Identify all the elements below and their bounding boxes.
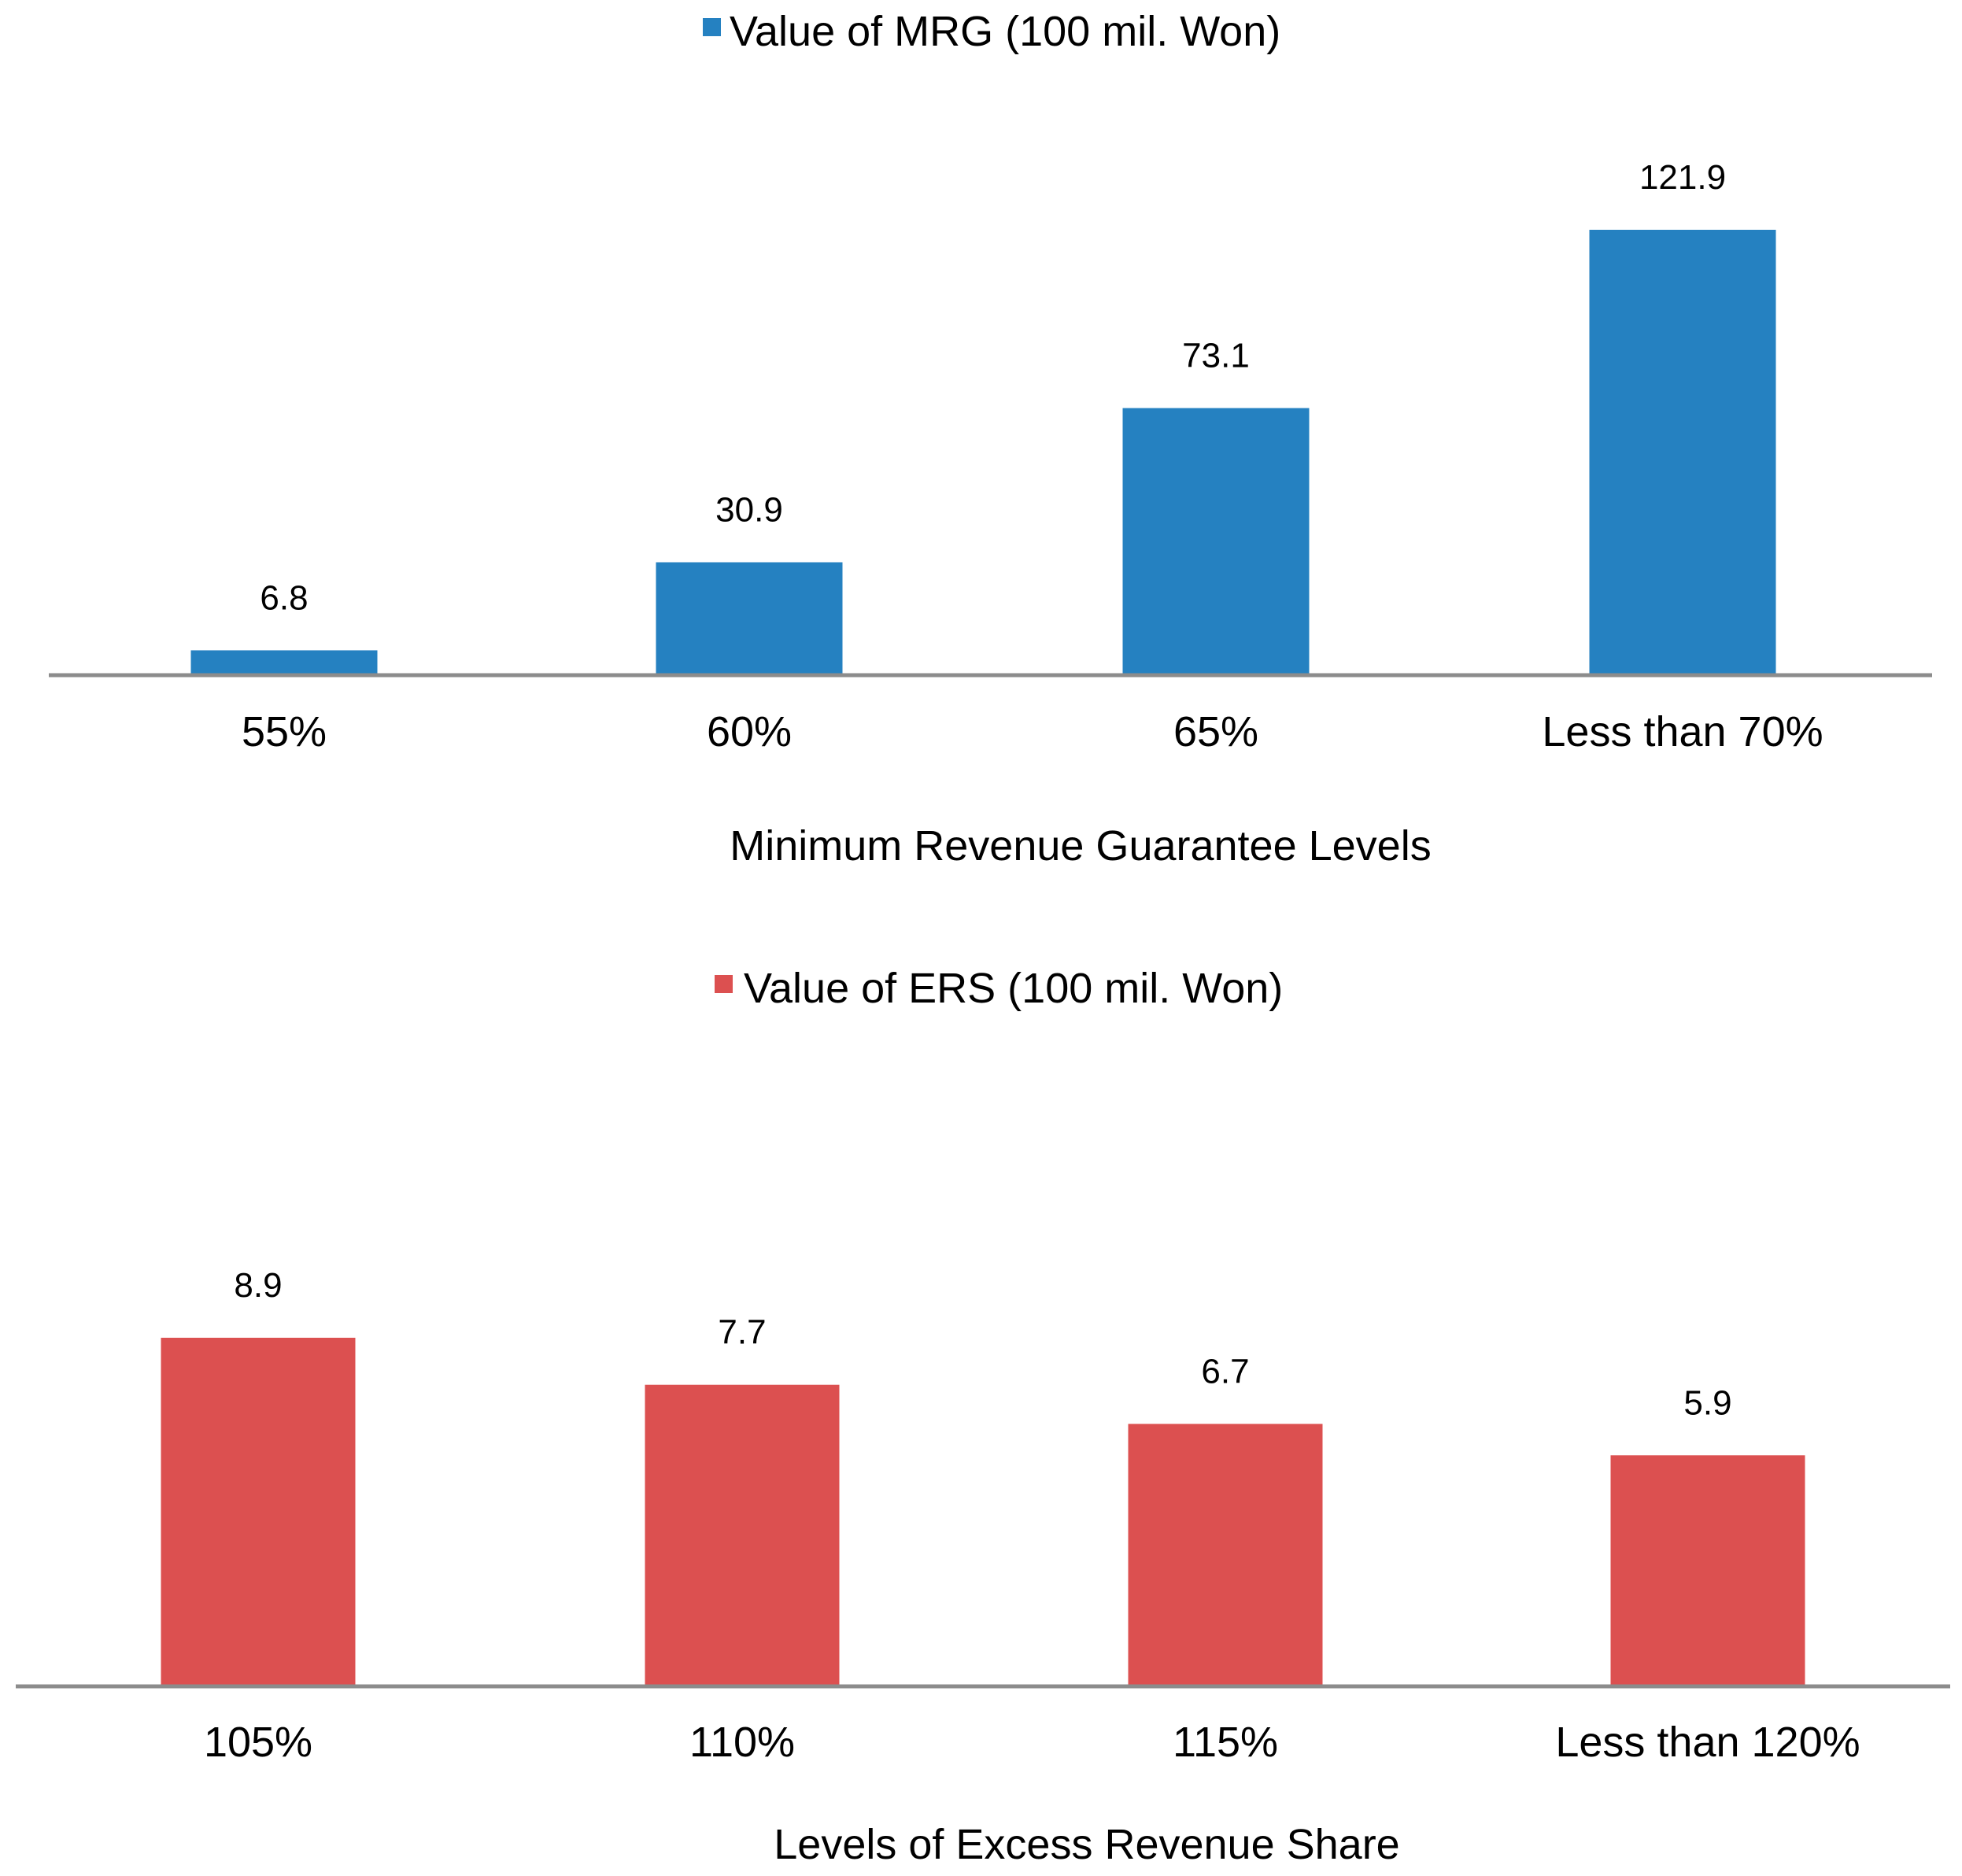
mrg-bar-4 (1589, 230, 1776, 675)
ers-bar-1 (161, 1338, 356, 1686)
ers-bar-3 (1128, 1424, 1323, 1686)
ers-tick-labels: 105% 110% 115% Less than 120% (204, 1719, 1860, 1766)
ers-data-labels: 8.9 7.7 6.7 5.9 (234, 1266, 1731, 1422)
mrg-data-label-1: 6.8 (260, 578, 308, 617)
mrg-tick-label-2: 60% (707, 708, 792, 755)
mrg-data-label-4: 121.9 (1639, 158, 1726, 197)
mrg-x-axis-title: Minimum Revenue Guarantee Levels (730, 822, 1431, 870)
ers-data-label-4: 5.9 (1683, 1383, 1731, 1422)
mrg-bar-3 (1122, 408, 1310, 675)
ers-data-label-2: 7.7 (718, 1313, 766, 1352)
mrg-tick-label-3: 65% (1173, 708, 1258, 755)
mrg-data-label-2: 30.9 (715, 491, 783, 530)
ers-chart: Value of ERS (100 mil. Won) 8.9 7.7 6.7 5.9… (16, 965, 1950, 1868)
ers-bar-2 (645, 1384, 840, 1686)
mrg-legend-swatch (703, 18, 721, 36)
mrg-data-labels: 6.8 30.9 73.1 121.9 (260, 158, 1726, 617)
ers-bars (161, 1338, 1805, 1686)
mrg-bars (190, 230, 1776, 675)
ers-legend-swatch (715, 975, 733, 993)
ers-legend-label: Value of ERS (100 mil. Won) (744, 965, 1283, 1012)
mrg-tick-labels: 55% 60% 65% Less than 70% (242, 708, 1823, 755)
ers-x-axis-title: Levels of Excess Revenue Share (774, 1821, 1399, 1868)
ers-tick-label-4: Less than 120% (1555, 1719, 1860, 1766)
mrg-chart: Value of MRG (100 mil. Won) 6.8 30.9 73.1 1… (49, 8, 1932, 870)
mrg-bar-2 (656, 562, 843, 675)
ers-tick-label-2: 110% (689, 1719, 795, 1766)
ers-tick-label-1: 105% (204, 1719, 312, 1766)
ers-tick-label-3: 115% (1173, 1719, 1278, 1766)
mrg-data-label-3: 73.1 (1182, 337, 1250, 375)
mrg-tick-label-4: Less than 70% (1542, 708, 1823, 755)
ers-data-label-1: 8.9 (234, 1266, 282, 1305)
ers-data-label-3: 6.7 (1201, 1353, 1249, 1391)
mrg-bar-1 (190, 650, 378, 675)
ers-bar-4 (1610, 1455, 1805, 1686)
mrg-legend-label: Value of MRG (100 mil. Won) (730, 8, 1280, 55)
mrg-tick-label-1: 55% (242, 708, 327, 755)
